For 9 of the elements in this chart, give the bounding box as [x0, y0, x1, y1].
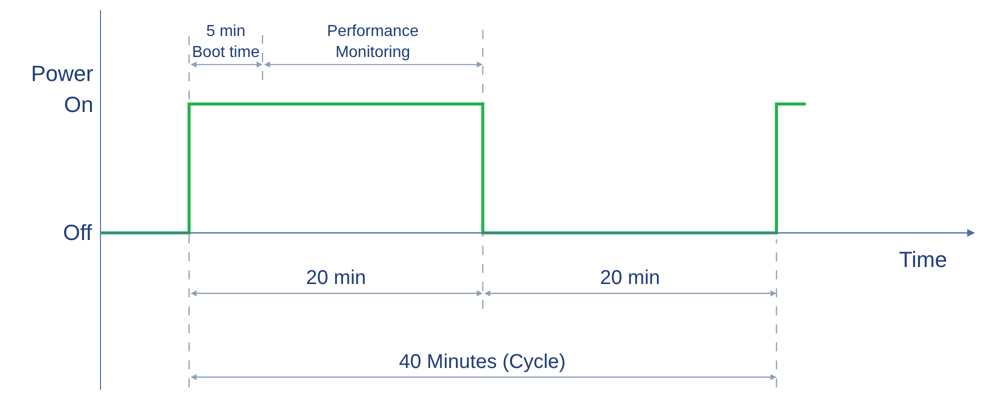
text: 5 min Boot time	[192, 23, 260, 61]
text: 20 min	[306, 267, 366, 289]
text: 20 min	[600, 267, 660, 289]
text: Performance Monitoring	[327, 23, 419, 61]
annotation: Off	[63, 220, 93, 245]
x-axis-title: Time	[899, 247, 948, 272]
y-axis-title: Power	[31, 61, 94, 86]
annotation: On	[64, 92, 94, 117]
text: 40 Minutes (Cycle)	[399, 351, 566, 373]
